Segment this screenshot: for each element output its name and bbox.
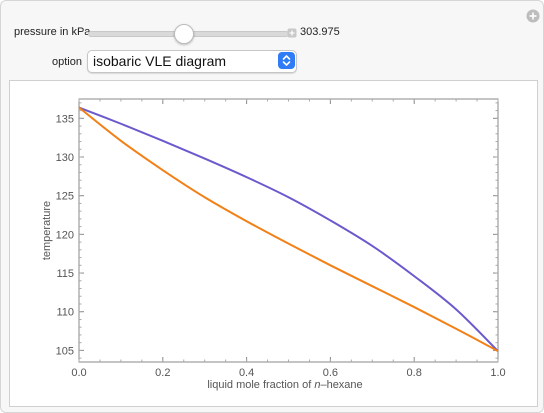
x-tick-label: 1.0 [490,367,505,379]
x-tick-label: 0.0 [71,367,86,379]
chevron-updown-icon[interactable] [278,52,295,69]
y-tick-label: 130 [56,152,74,164]
x-tick-label: 0.4 [239,367,254,379]
plot-area: 0.0 0.2 0.4 0.6 0.8 1.0 105 110 115 120 125 130 135 … [9,80,538,407]
x-tick-label: 0.6 [323,367,338,379]
pressure-label: pressure in kPa [14,26,91,38]
axes-frame [78,98,499,363]
option-select[interactable]: isobaric VLE diagram [87,50,297,73]
slider-expand-icon[interactable] [287,28,297,38]
liquid-curve-line [78,106,499,353]
x-tick-label: 0.8 [407,367,422,379]
vle-chart: 0.0 0.2 0.4 0.6 0.8 1.0105110115120125130135 … [41,98,506,391]
y-tick-label: 115 [56,268,74,280]
y-axis-label: temperature [41,201,53,260]
pressure-slider-thumb[interactable] [174,24,194,44]
x-axis-label-suffix: –hexane [320,379,362,391]
x-axis-label-italic: n [314,379,320,391]
x-axis-label: liquid mole fraction of n–hexane [207,379,362,391]
y-tick-label: 125 [56,191,74,203]
y-tick-label: 105 [56,345,74,357]
y-tick-label: 135 [56,113,74,125]
x-tick-label: 0.2 [155,367,170,379]
x-axis-label-prefix: liquid mole fraction of [207,379,314,391]
vapor-curve-line [78,106,499,352]
option-selected-value: isobaric VLE diagram [93,53,227,69]
pressure-value: 303.975 [300,26,340,38]
option-label: option [52,56,82,68]
y-tick-label: 120 [56,229,74,241]
y-tick-label: 110 [56,307,74,319]
add-icon[interactable] [525,8,541,24]
